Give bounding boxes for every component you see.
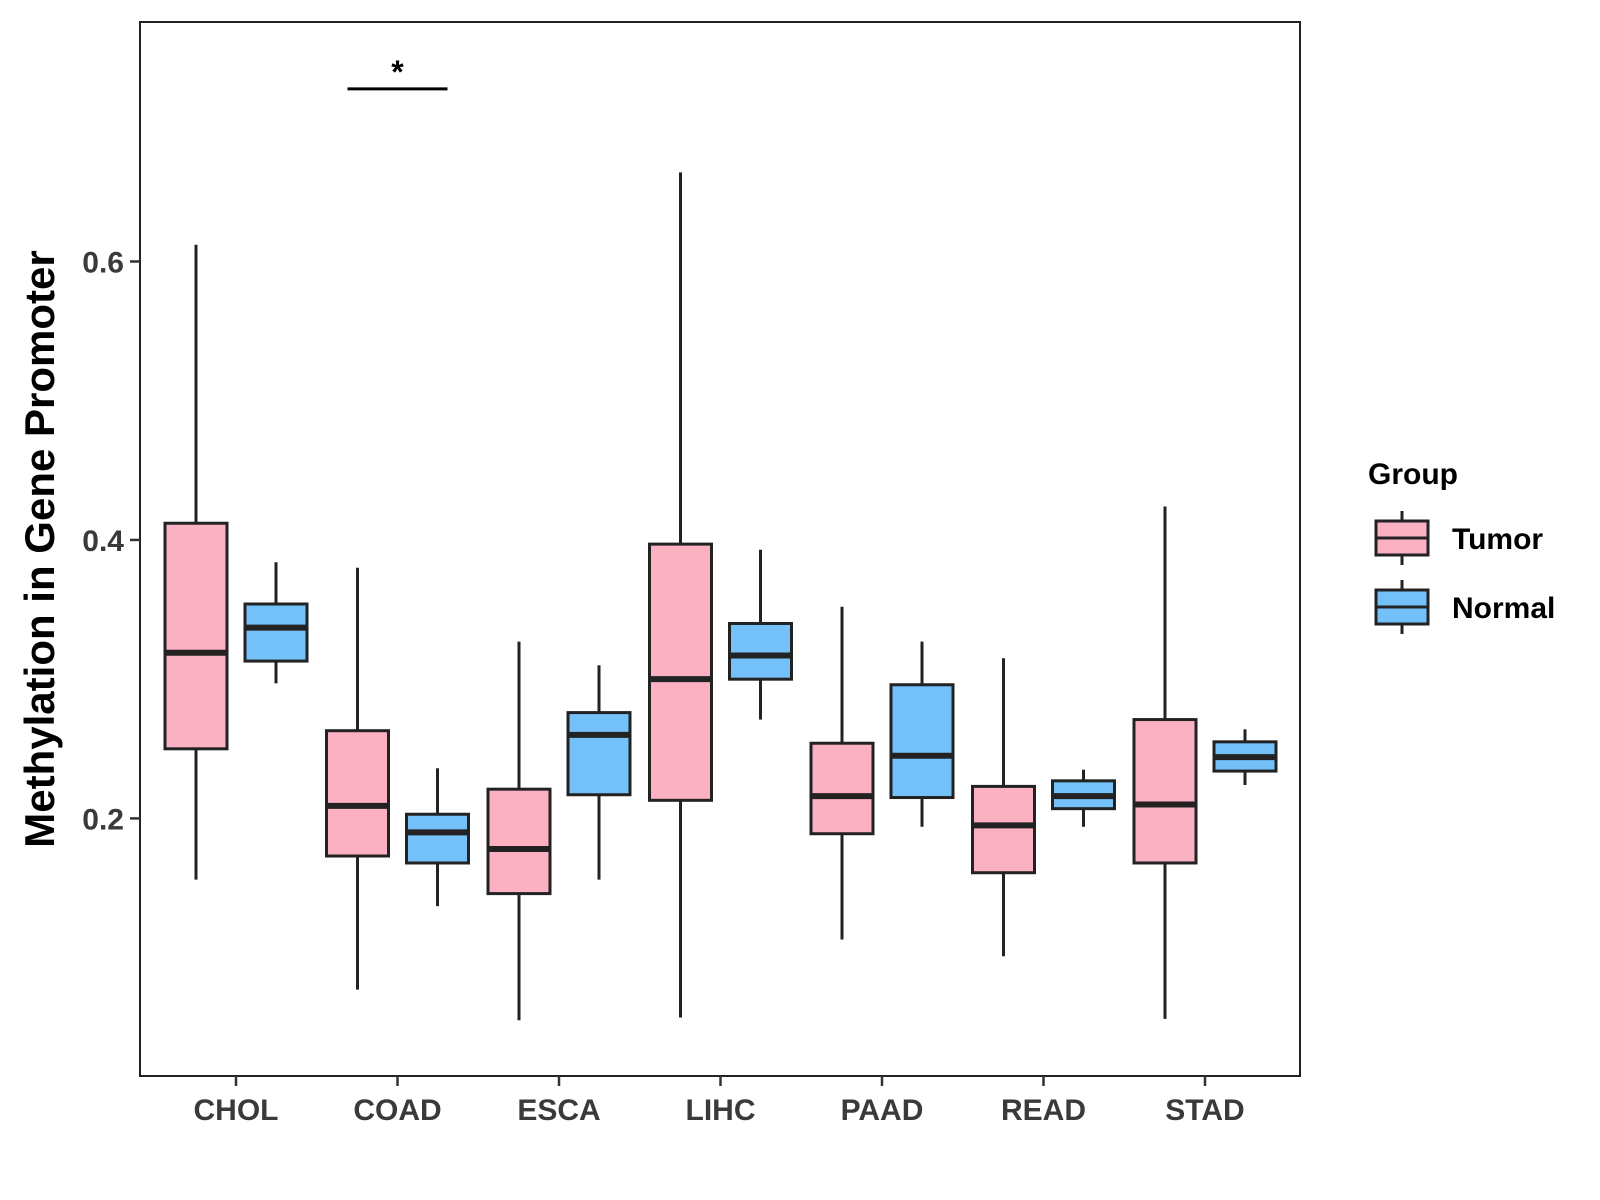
box-tumor-paad	[809, 606, 875, 940]
box-iqr	[243, 602, 309, 663]
x-tick-label: PAAD	[841, 1094, 924, 1127]
box-iqr	[971, 784, 1036, 875]
x-tick-label: STAD	[1165, 1094, 1244, 1127]
box-normal-stad	[1212, 729, 1278, 786]
box-tumor-chol	[163, 244, 229, 880]
legend: Group Tumor Normal	[1368, 458, 1555, 634]
box-iqr	[163, 521, 229, 751]
x-tick-label: LIHC	[686, 1094, 756, 1127]
y-tick-label: 0.4	[82, 525, 124, 558]
box-iqr	[809, 741, 875, 836]
y-tick-label: 0.2	[82, 803, 124, 836]
box-iqr	[325, 729, 390, 858]
box-normal-lihc	[728, 549, 793, 720]
box-iqr	[1132, 718, 1198, 865]
x-tick-label: CHOL	[194, 1094, 279, 1127]
legend-label: Tumor	[1452, 523, 1543, 556]
x-tick-label: COAD	[353, 1094, 441, 1127]
y-axis-title: Methylation in Gene Promoter	[16, 250, 63, 847]
box-tumor-stad	[1132, 506, 1198, 1019]
x-tick-label: READ	[1001, 1094, 1086, 1127]
legend-title: Group	[1368, 458, 1458, 491]
box-iqr	[566, 711, 632, 797]
significance-marker: *	[391, 54, 404, 90]
box-iqr	[405, 812, 470, 865]
box-normal-coad	[405, 768, 470, 907]
box-normal-paad	[889, 641, 955, 827]
box-tumor-esca	[486, 641, 552, 1021]
box-normal-chol	[243, 562, 309, 684]
box-iqr	[648, 542, 713, 802]
box-normal-esca	[566, 665, 632, 880]
y-tick-label: 0.6	[82, 246, 124, 279]
box-tumor-coad	[325, 567, 390, 990]
box-tumor-read	[971, 658, 1036, 957]
plot-panel	[139, 21, 1301, 1077]
x-tick-label: ESCA	[517, 1094, 600, 1127]
legend-label: Normal	[1452, 592, 1555, 625]
box-normal-read	[1051, 769, 1116, 827]
box-tumor-lihc	[648, 172, 713, 1018]
box-iqr	[486, 787, 552, 896]
box-iqr	[728, 621, 793, 681]
box-iqr	[889, 683, 955, 800]
chart-marks: 0.2 0.4 0.6 CHOL COAD ESCA LIHC PAAD READ STAD *	[82, 54, 1278, 1127]
